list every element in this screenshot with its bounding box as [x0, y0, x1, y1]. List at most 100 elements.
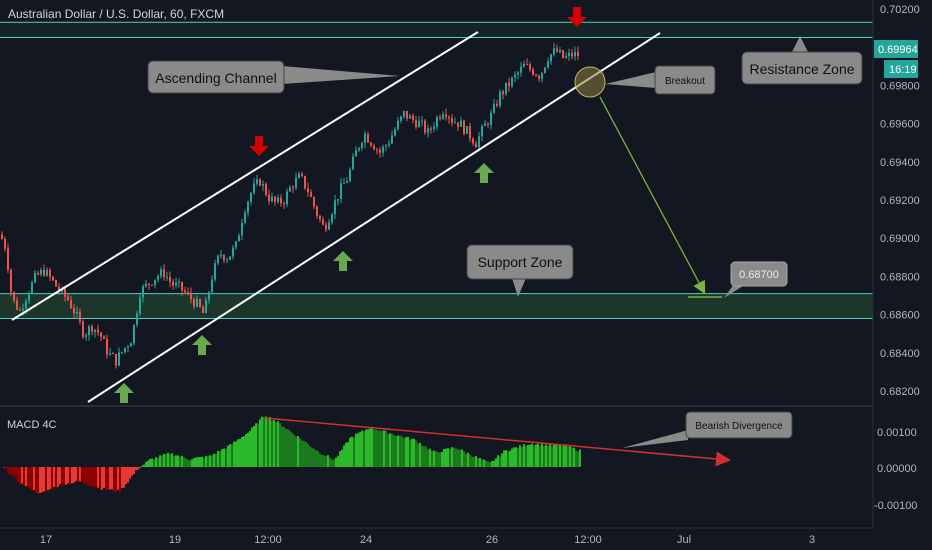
candle-body [253, 183, 255, 193]
macd-bar [179, 456, 181, 467]
candle-body [49, 269, 51, 277]
divergence-line[interactable] [264, 417, 731, 467]
support-zone-band[interactable] [0, 293, 873, 319]
macd-bar [365, 429, 367, 467]
macd-bar [67, 467, 69, 484]
candle-body [463, 120, 465, 134]
candle-body [445, 114, 447, 117]
resistance-zone-band[interactable] [0, 22, 873, 38]
candle-body [502, 91, 504, 95]
macd-bar [399, 435, 401, 467]
support-zone-callout[interactable]: Support Zone [466, 244, 574, 297]
macd-bar [291, 432, 293, 467]
macd-bar [499, 456, 501, 467]
candle-body [304, 175, 306, 189]
macd-bar [307, 443, 309, 467]
channel-upper-line[interactable] [11, 31, 479, 321]
macd-bar [239, 438, 241, 467]
candle-body [490, 112, 492, 125]
breakout-marker[interactable] [574, 66, 606, 98]
candle-body [574, 51, 576, 57]
macd-bar [341, 449, 343, 467]
ascending-channel-callout[interactable]: Ascending Channel [147, 60, 400, 94]
macd-bar [485, 460, 487, 467]
price-tick-label: 0.68400 [880, 348, 920, 360]
macd-bar [151, 458, 153, 467]
candle-body [412, 115, 414, 121]
candle-body [52, 276, 54, 280]
candle-body [352, 156, 354, 170]
macd-bar [525, 445, 527, 467]
macd-bar [475, 456, 477, 467]
candle-body [157, 276, 159, 280]
candle-body [88, 326, 90, 336]
candle-body [391, 135, 393, 144]
macd-bar [311, 447, 313, 467]
macd-bar [245, 433, 247, 467]
candle-body [493, 103, 495, 113]
candle-body [403, 111, 405, 117]
target-price-callout[interactable]: 0.68700 [724, 261, 788, 298]
bearish-divergence-callout[interactable]: Bearish Divergence [622, 411, 793, 448]
time-axis[interactable]: 17 19 12:00 24 26 12:00 Jul 3 [40, 534, 815, 546]
macd-bar [37, 467, 39, 495]
candle-body [190, 292, 192, 300]
projection-arrow[interactable] [599, 96, 706, 295]
macd-bar [429, 448, 431, 467]
candle-body [121, 352, 123, 354]
macd-bar [27, 467, 29, 487]
macd-bar [423, 446, 425, 467]
ascending-channel-label: Ascending Channel [155, 70, 276, 86]
macd-bar [393, 435, 395, 467]
macd-bar [69, 467, 71, 485]
macd-bar [95, 467, 97, 488]
candle-body [145, 283, 147, 287]
macd-bar [13, 467, 15, 477]
candle-body [385, 145, 387, 147]
candle-body [559, 50, 561, 52]
macd-bar [321, 454, 323, 467]
macd-bar [193, 458, 195, 467]
macd-bar [263, 416, 265, 467]
macd-bar [451, 447, 453, 467]
macd-bar [439, 452, 441, 467]
macd-bar [447, 448, 449, 467]
price-tick-label: 0.68200 [880, 386, 920, 398]
macd-bar [513, 447, 515, 467]
macd-bar [301, 440, 303, 467]
candle-body [244, 212, 246, 223]
candle-body [70, 299, 72, 309]
macd-bar [309, 446, 311, 467]
macd-bar [75, 467, 77, 481]
macd-bar [519, 445, 521, 467]
macd-bar [473, 456, 475, 467]
candle-body [397, 120, 399, 130]
channel-lower-line[interactable] [87, 32, 661, 403]
macd-bar [565, 444, 567, 467]
candle-body [289, 187, 291, 192]
candle-body [460, 120, 462, 127]
candle-body [418, 120, 420, 128]
macd-bar [195, 457, 197, 467]
macd-bar [339, 451, 341, 467]
current-price-badge[interactable]: 0.69964 16:19 [874, 40, 918, 78]
macd-bar [153, 459, 155, 467]
candle-body [466, 126, 468, 134]
candle-body [214, 263, 216, 280]
price-axis[interactable]: 0.70200 0.69800 0.69600 0.69400 0.69200 0.690… [880, 4, 920, 398]
resistance-zone-callout[interactable]: Resistance Zone [741, 36, 863, 85]
macd-bar [229, 444, 231, 467]
candle-body [274, 196, 276, 202]
candle-body [76, 311, 78, 314]
macd-bar [93, 467, 95, 487]
macd-bar [259, 419, 261, 467]
countdown-value: 16:19 [889, 64, 917, 76]
breakout-callout[interactable]: Breakout [605, 65, 716, 95]
macd-bar [453, 447, 455, 467]
candle-body [37, 272, 39, 275]
macd-bar [257, 423, 259, 467]
candle-body [82, 321, 84, 337]
macd-bar [377, 430, 379, 467]
macd-bar [171, 453, 173, 467]
